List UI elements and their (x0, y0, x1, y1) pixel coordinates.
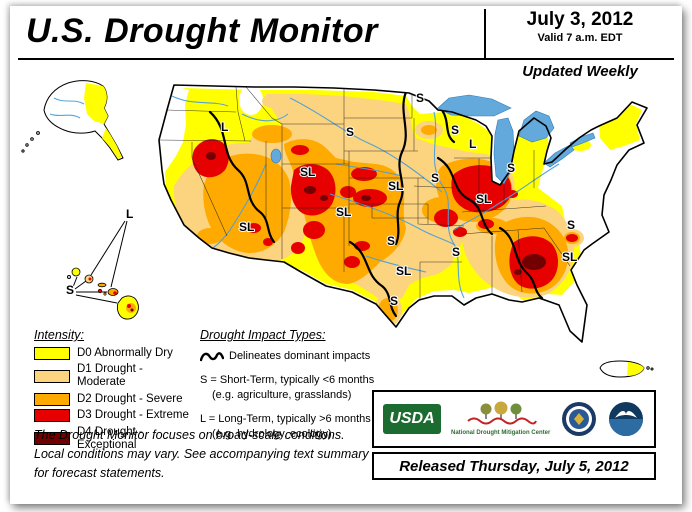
ndmc-trees-icon (467, 401, 537, 425)
impact-label-sl: SL (300, 165, 315, 179)
disclaimer-line-2: Local conditions may vary. See accompany… (34, 447, 369, 461)
agency-logos-box: USDA National Drought Mitigation Center (372, 390, 656, 448)
released-date-bar: Released Thursday, July 5, 2012 (372, 452, 656, 480)
valid-note: Valid 7 a.m. EDT (537, 32, 623, 44)
impact-label-l: L (126, 207, 133, 221)
impact-label-sl: SL (336, 205, 351, 219)
impact-label-sl: SL (562, 250, 577, 264)
impact-label-l: L (221, 120, 228, 134)
page-title: U.S. Drought Monitor (26, 12, 378, 50)
legend-item-d1: D1 Drought - Moderate (34, 363, 194, 389)
legend-label-d0: D0 Abnormally Dry (77, 346, 173, 359)
legend-swatch-d3 (34, 409, 70, 422)
updated-weekly-note: Updated Weekly (522, 63, 638, 80)
impact-label-s: S (387, 234, 395, 248)
delineates-row: Delineates dominant impacts (200, 350, 385, 363)
legend-item-d4: D4 Drought - Exceptional (34, 426, 194, 452)
document-sheet: U.S. Drought Monitor July 3, 2012 Valid … (10, 6, 682, 504)
legend-item-d2: D2 Drought - Severe (34, 392, 194, 406)
hawaii-inset (67, 220, 139, 320)
ndmc-logo: National Drought Mitigation Center (450, 401, 552, 437)
impact-label-s: S (390, 294, 398, 308)
impact-label-s: S (507, 161, 515, 175)
d4-regions (206, 152, 546, 275)
impact-label-s: S (431, 171, 439, 185)
intensity-legend: Intensity: D0 Abnormally Dry D1 Drought … (34, 328, 194, 452)
header-rule (18, 58, 674, 60)
usda-logo: USDA (383, 404, 441, 434)
squiggle-icon (200, 352, 224, 362)
impact-label-s: S (451, 123, 459, 137)
legend-item-d3: D3 Drought - Extreme (34, 409, 194, 422)
ndmc-label: National Drought Mitigation Center (450, 430, 551, 436)
legend-swatch-d4 (34, 432, 70, 445)
legend-label-d4: D4 Drought - Exceptional (77, 425, 143, 451)
disclaimer: The Drought Monitor focuses on broad-sca… (34, 426, 379, 483)
short-term-line2: (e.g. agriculture, grasslands) (212, 389, 352, 401)
long-term-line2: (e.g. hydrology, ecology) (212, 428, 332, 440)
legend-label-d2: D2 Drought - Severe (77, 392, 183, 405)
noaa-logo-icon (608, 402, 643, 436)
impact-types-title: Drought Impact Types: (200, 328, 326, 342)
impact-label-sl: SL (239, 220, 254, 234)
impact-types-block: Drought Impact Types: Delineates dominan… (200, 328, 385, 441)
impact-label-s: S (567, 218, 575, 232)
date-block: July 3, 2012 Valid 7 a.m. EDT (486, 9, 674, 45)
impact-label-s: S (452, 245, 460, 259)
impact-label-sl: SL (396, 264, 411, 278)
short-term-line1: S = Short-Term, typically <6 months (200, 374, 375, 386)
delineates-label: Delineates dominant impacts (229, 350, 371, 362)
header-vertical-divider (484, 9, 486, 58)
impact-label-s: S (66, 283, 74, 297)
great-lakes (270, 94, 596, 185)
great-salt-lake (270, 148, 282, 164)
commerce-seal-icon (562, 402, 597, 436)
conus (158, 84, 648, 343)
impact-label-sl: SL (476, 192, 491, 206)
impact-label-sl: SL (388, 179, 403, 193)
impact-label-s: S (346, 125, 354, 139)
impact-delineation-lines (208, 90, 544, 318)
impact-label-l: L (469, 137, 476, 151)
legend-swatch-d2 (34, 392, 70, 406)
rivers (171, 95, 560, 299)
legend-title: Intensity: (34, 328, 85, 342)
long-term-line1: L = Long-Term, typically >6 months (200, 413, 371, 425)
map-date: July 3, 2012 (526, 9, 634, 30)
impact-label-s: S (416, 91, 424, 105)
legend-swatch-d1 (34, 369, 70, 383)
legend-swatch-d0 (34, 346, 70, 360)
disclaimer-line-1: The Drought Monitor focuses on broad-sca… (34, 428, 345, 442)
puerto-rico-inset (599, 360, 654, 378)
legend-label-d1: D1 Drought - Moderate (77, 363, 143, 388)
legend-label-d3: D3 Drought - Extreme (77, 409, 189, 421)
alaska-inset (21, 80, 124, 161)
disclaimer-line-3: for forecast statements. (34, 466, 165, 480)
legend-item-d0: D0 Abnormally Dry (34, 346, 194, 360)
